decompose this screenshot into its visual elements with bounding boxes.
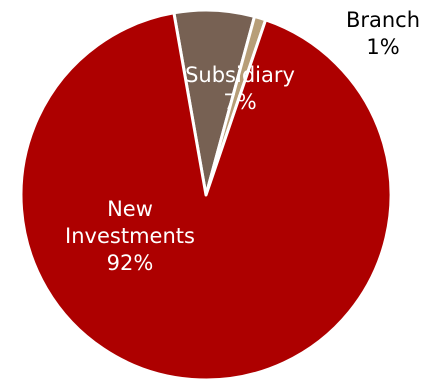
data-label-line: 7%	[223, 90, 256, 114]
data-label-line: Subsidiary	[185, 63, 295, 87]
pie-slice-new-investments	[19, 11, 393, 380]
data-label-line: 1%	[366, 35, 399, 59]
data-label-line: Branch	[346, 8, 420, 32]
data-label-subsidiary: Subsidiary 7%	[185, 63, 295, 114]
pie-slices	[19, 8, 393, 380]
data-label-line: 92%	[107, 251, 154, 275]
data-label-new-investments: New Investments 92%	[65, 197, 195, 275]
data-label-branch: Branch 1%	[346, 8, 420, 59]
pie-labels: New Investments 92% Subsidiary 7% Branch 1%	[65, 8, 420, 275]
data-label-line: Investments	[65, 224, 195, 248]
data-label-line: New	[107, 197, 153, 221]
